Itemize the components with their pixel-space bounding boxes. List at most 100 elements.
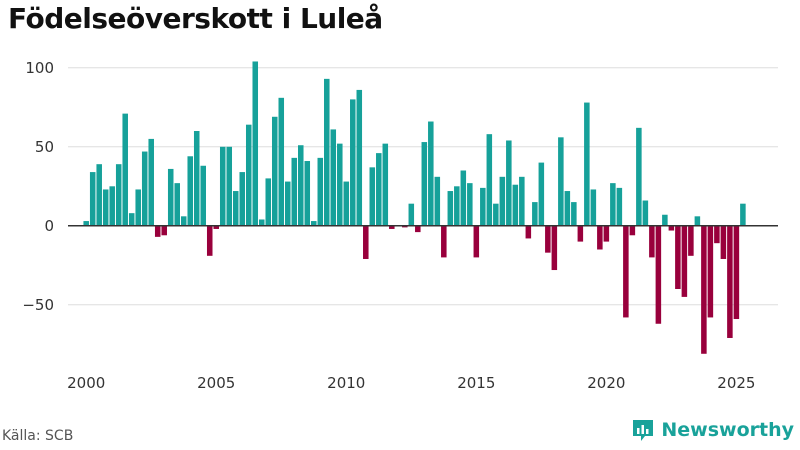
bar <box>402 225 408 228</box>
bar <box>558 137 564 226</box>
bar <box>382 143 389 226</box>
bar <box>258 219 265 226</box>
chart-title: Födelseöverskott i Luleå <box>8 2 383 35</box>
bar <box>694 216 701 226</box>
bar <box>454 186 460 226</box>
bar <box>154 225 161 237</box>
bar <box>467 183 473 226</box>
y-tick-label: −50 <box>22 296 54 314</box>
bar <box>363 225 369 259</box>
bar <box>265 178 272 226</box>
bar <box>727 225 733 338</box>
bar <box>298 145 304 226</box>
bar <box>707 225 714 318</box>
bar <box>408 203 415 226</box>
bar <box>213 225 220 229</box>
bar <box>668 225 675 231</box>
x-tick-label: 2020 <box>587 374 625 392</box>
bar <box>642 200 649 226</box>
bar <box>180 216 187 226</box>
bar <box>389 225 395 229</box>
bar <box>161 225 167 236</box>
bar <box>473 225 480 258</box>
x-axis-labels: 2000 2005 2010 2015 2020 2025 <box>67 374 755 392</box>
bar <box>337 143 343 226</box>
bar <box>597 225 603 250</box>
bar <box>232 191 239 226</box>
bar <box>245 124 252 226</box>
bar <box>545 225 551 253</box>
newsworthy-logo-icon <box>633 420 654 441</box>
bar <box>148 138 154 226</box>
brand[interactable]: Newsworthy <box>631 418 794 442</box>
bar <box>109 186 115 226</box>
bar <box>538 162 545 226</box>
bar <box>369 167 376 226</box>
bar <box>701 225 707 354</box>
bar <box>551 225 558 271</box>
bar <box>206 225 213 256</box>
bar <box>226 146 233 226</box>
brand-name: Newsworthy <box>661 419 794 441</box>
x-tick-label: 2010 <box>327 374 365 392</box>
bar <box>311 221 317 226</box>
bar <box>512 184 519 226</box>
bar <box>278 97 285 226</box>
bar <box>317 157 324 226</box>
bar <box>603 225 610 242</box>
bar <box>577 225 584 242</box>
bar <box>291 157 298 226</box>
bar <box>610 183 616 226</box>
bar <box>733 225 740 320</box>
bar <box>83 221 89 226</box>
bars <box>83 61 746 354</box>
x-tick-label: 2000 <box>67 374 105 392</box>
bar <box>720 225 727 259</box>
bar <box>655 225 662 324</box>
y-axis-labels: −50 0 50 100 <box>22 59 54 314</box>
x-tick-label: 2015 <box>457 374 495 392</box>
bar <box>662 214 668 226</box>
bar <box>271 116 278 226</box>
bar <box>649 225 655 258</box>
bar <box>460 170 467 226</box>
bar <box>447 191 454 226</box>
bar <box>200 165 207 226</box>
bar <box>284 181 291 226</box>
bar <box>525 225 532 239</box>
bar <box>167 168 174 226</box>
y-tick-label: 100 <box>25 59 54 77</box>
bar <box>415 225 421 233</box>
bar <box>675 225 681 289</box>
bar <box>681 225 688 297</box>
bar <box>193 131 200 226</box>
bar <box>356 89 363 226</box>
bar <box>141 151 148 226</box>
y-tick-label: 50 <box>35 138 54 156</box>
bar <box>252 61 259 226</box>
bar <box>616 187 623 226</box>
bar <box>486 134 493 226</box>
x-tick-label: 2025 <box>717 374 755 392</box>
bar <box>584 102 590 226</box>
bar <box>499 176 506 226</box>
bar <box>740 203 746 226</box>
bar <box>343 181 350 226</box>
source-note: Källa: SCB <box>2 428 74 444</box>
bar <box>623 225 629 318</box>
bar <box>304 161 311 226</box>
bar <box>629 225 636 236</box>
bar <box>571 202 577 226</box>
bar <box>89 172 96 226</box>
bar <box>688 225 694 256</box>
bar <box>128 213 135 226</box>
bar <box>324 78 330 226</box>
bar <box>428 121 434 226</box>
bar <box>187 156 193 226</box>
bar <box>239 172 246 226</box>
bar <box>96 164 102 226</box>
bar <box>122 113 128 226</box>
bar <box>519 176 525 226</box>
bar <box>350 99 356 226</box>
